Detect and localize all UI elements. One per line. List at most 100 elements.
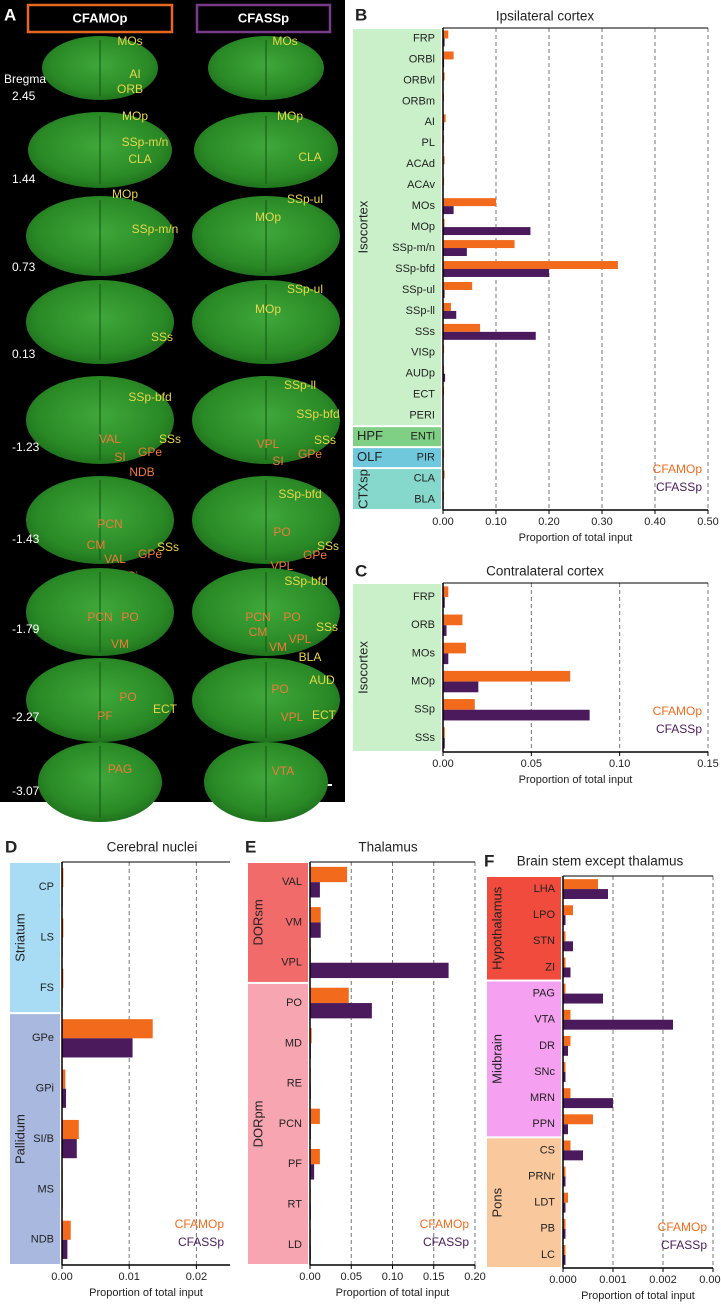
bar <box>443 72 445 81</box>
chart-title: Contralateral cortex <box>486 564 604 579</box>
bar <box>443 373 446 382</box>
region-label: ECT <box>312 708 337 722</box>
category-label: AI <box>425 116 435 128</box>
group-box <box>10 1014 60 1264</box>
legend-entry: CFAMOp <box>653 704 703 718</box>
chart-title: Ipsilateral cortex <box>496 9 595 24</box>
region-label: ORB <box>117 82 143 96</box>
region-label: CM <box>87 538 106 552</box>
bar <box>443 737 445 749</box>
category-label: VTA <box>534 1014 555 1026</box>
region-label: GPe <box>298 447 322 461</box>
bar <box>563 879 598 890</box>
bregma-value: 1.44 <box>12 172 36 186</box>
x-tick-label: 0.003 <box>699 1274 721 1286</box>
legend-entry: CFAMOp <box>175 1217 225 1231</box>
category-label: LC <box>541 1249 555 1261</box>
bar <box>443 198 496 207</box>
region-label: BLA <box>299 650 322 664</box>
category-label: BLA <box>414 493 435 505</box>
category-label: PERI <box>409 410 435 422</box>
category-label: SSs <box>415 326 436 338</box>
category-label: VPL <box>281 957 302 969</box>
category-label: ORB <box>411 619 435 631</box>
x-tick-label: 0.20 <box>538 516 559 528</box>
region-label: VPL <box>289 632 312 646</box>
category-label: AUDp <box>406 368 435 380</box>
bar <box>563 1202 566 1213</box>
bar <box>563 1228 566 1239</box>
region-label: CM <box>249 625 268 639</box>
category-label: FRP <box>413 591 435 603</box>
category-label: CP <box>39 881 54 893</box>
bar <box>443 289 445 298</box>
column-header-box <box>195 3 332 34</box>
region-label: VM <box>269 640 287 654</box>
bar <box>443 281 473 290</box>
region-label: SSs <box>151 330 173 344</box>
bar <box>443 227 531 236</box>
legend-entry: CFASSp <box>656 722 702 736</box>
category-label: MS <box>38 1183 55 1195</box>
column-header: CFAMOp <box>73 10 128 25</box>
bar <box>563 915 566 926</box>
group-box <box>353 448 441 468</box>
category-label: PRNr <box>528 1170 555 1182</box>
group-label: Hypothalamus <box>489 886 504 970</box>
x-tick-label: 0.15 <box>697 758 718 770</box>
region-label: MOp <box>112 187 138 201</box>
x-axis-title: Proportion of total input <box>581 1290 695 1302</box>
category-label: VM <box>286 916 303 928</box>
x-tick-label: 0.00 <box>432 516 453 528</box>
chart-title: Thalamus <box>358 840 418 855</box>
bar <box>443 470 445 479</box>
region-label: CLA <box>128 152 151 166</box>
region-label: GPe <box>138 445 162 459</box>
category-label: LDT <box>534 1197 555 1209</box>
bar <box>443 38 445 47</box>
x-axis-title: Proportion of total input <box>519 532 633 544</box>
region-label: SSp-bfd <box>278 487 321 501</box>
bar <box>563 889 608 899</box>
region-label: GPe <box>138 547 162 561</box>
bar <box>443 323 481 332</box>
x-tick-label: 0.00 <box>432 758 453 770</box>
category-label: PL <box>422 137 435 149</box>
region-label: PCN <box>87 610 112 624</box>
category-label: CLA <box>414 472 436 484</box>
group-label: Pons <box>489 1187 504 1217</box>
x-tick-label: 0.000 <box>549 1274 577 1286</box>
bar <box>443 261 618 269</box>
bar <box>563 1009 571 1020</box>
group-label: OLF <box>357 449 382 464</box>
region-label: MOp <box>255 302 281 316</box>
category-label: SSp-ul <box>402 284 435 296</box>
region-label: VAL <box>104 552 126 566</box>
category-label: SSp-bfd <box>395 263 435 275</box>
bar <box>443 219 445 228</box>
bar <box>563 1140 571 1151</box>
x-tick-label: 0.00 <box>51 1271 72 1283</box>
category-label: ACAv <box>407 179 435 191</box>
category-label: SSs <box>415 732 436 744</box>
category-label: SSp-ll <box>406 305 435 317</box>
bar <box>310 907 321 923</box>
bar <box>563 1218 566 1229</box>
region-label: MOp <box>277 109 303 123</box>
region-label: PO <box>121 610 138 624</box>
group-label: DORsm <box>250 899 265 945</box>
bar <box>563 1114 593 1125</box>
group-label: Isocortex <box>355 641 370 694</box>
region-label: SSs <box>159 432 181 446</box>
group-box <box>10 863 60 1013</box>
group-box <box>487 981 561 1137</box>
bregma-value: -1.79 <box>12 622 40 636</box>
bar <box>310 962 449 979</box>
x-axis-title: Proportion of total input <box>519 774 633 786</box>
x-tick-label: 0.10 <box>609 758 630 770</box>
bar <box>563 1166 566 1177</box>
category-label: ACAd <box>406 158 435 170</box>
category-label: ENTl <box>411 431 435 443</box>
category-label: PAG <box>533 988 555 1000</box>
panel-letter: E <box>245 837 256 856</box>
